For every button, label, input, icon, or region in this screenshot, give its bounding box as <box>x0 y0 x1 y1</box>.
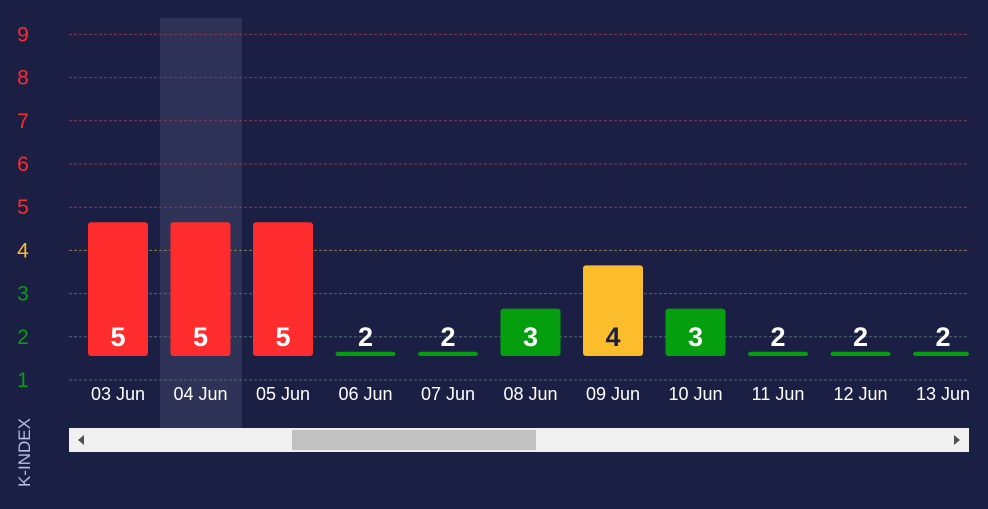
y-tick-label: 7 <box>17 110 29 133</box>
bars: 5 5 5 2 2 3 4 3 2 2 2 <box>88 222 969 356</box>
x-tick-label: 03 Jun <box>91 384 145 404</box>
bar-value-label: 5 <box>193 322 208 352</box>
bar[interactable] <box>500 308 561 356</box>
x-tick-label: 09 Jun <box>586 384 640 404</box>
y-tick-label: 1 <box>17 369 29 392</box>
y-tick-label: 3 <box>17 283 29 306</box>
bar-value-label: 2 <box>358 322 373 352</box>
scroll-right-arrow-icon[interactable] <box>954 435 960 445</box>
x-tick-label: 05 Jun <box>256 384 310 404</box>
y-tick-label: 8 <box>17 67 29 90</box>
x-tick-label: 13 Jun <box>916 384 970 404</box>
y-tick-label: 6 <box>17 153 29 176</box>
x-tick-label: 04 Jun <box>173 384 227 404</box>
bar[interactable] <box>913 351 969 356</box>
y-tick-label: 5 <box>17 196 29 219</box>
bar-value-label: 5 <box>110 322 125 352</box>
scroll-left-arrow-icon[interactable] <box>78 435 84 445</box>
bar-value-label: 4 <box>605 322 620 352</box>
x-tick-label: 07 Jun <box>421 384 475 404</box>
x-axis-ticks: 03 Jun 04 Jun 05 Jun 06 Jun 07 Jun 08 Jun 09 J… <box>91 384 970 404</box>
x-tick-label: 08 Jun <box>503 384 557 404</box>
bar-value-label: 5 <box>275 322 290 352</box>
bar-value-label: 2 <box>935 322 950 352</box>
bar[interactable] <box>748 351 808 356</box>
x-tick-label: 12 Jun <box>833 384 887 404</box>
x-tick-label: 11 Jun <box>752 384 805 404</box>
bar[interactable] <box>170 222 231 356</box>
y-tick-label: 9 <box>17 23 29 46</box>
bar[interactable] <box>830 351 891 356</box>
bar[interactable] <box>665 308 726 356</box>
bar-value-label: 2 <box>440 322 455 352</box>
bar-value-label: 2 <box>770 322 785 352</box>
y-axis-label: K-INDEX <box>15 418 34 487</box>
horizontal-scrollbar[interactable] <box>69 428 969 452</box>
y-axis-ticks: 1 2 3 4 5 6 7 8 9 <box>17 23 29 392</box>
x-tick-label: 10 Jun <box>668 384 722 404</box>
y-tick-label: 2 <box>17 326 29 349</box>
bar[interactable] <box>418 351 478 356</box>
x-tick-label: 06 Jun <box>338 384 392 404</box>
bar-value-label: 3 <box>523 322 538 352</box>
bar[interactable] <box>335 351 396 356</box>
y-tick-label: 4 <box>17 239 29 262</box>
bar[interactable] <box>583 265 643 356</box>
scrollbar-thumb[interactable] <box>292 430 536 450</box>
bar-value-label: 3 <box>688 322 703 352</box>
bar-value-label: 2 <box>853 322 868 352</box>
bar[interactable] <box>253 222 313 356</box>
bar[interactable] <box>88 222 148 356</box>
